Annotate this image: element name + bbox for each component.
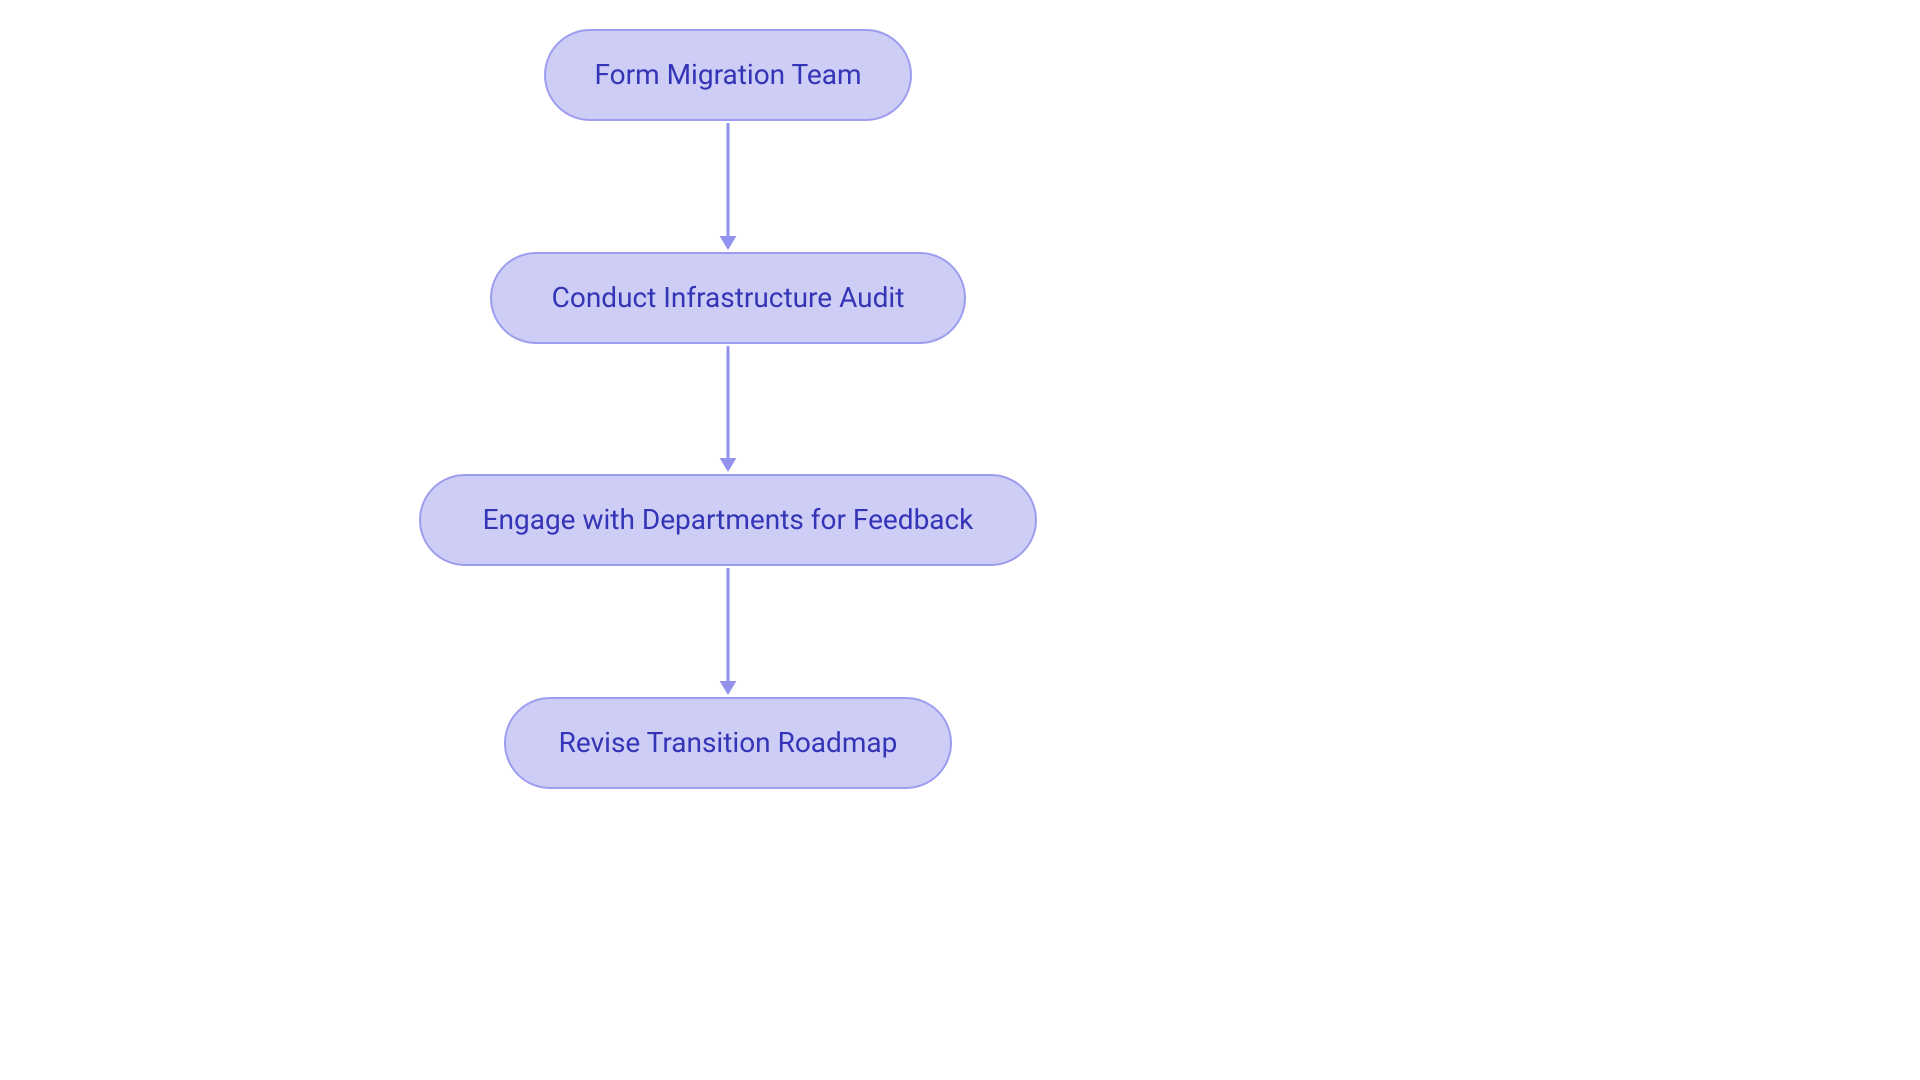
flow-node-n1: Form Migration Team [544, 29, 912, 121]
flow-node-label: Form Migration Team [594, 58, 861, 92]
flow-edge-n2-n3 [708, 346, 748, 474]
flow-node-label: Engage with Departments for Feedback [483, 503, 974, 537]
flow-node-n2: Conduct Infrastructure Audit [490, 252, 966, 344]
flow-edge-n3-n4 [708, 568, 748, 697]
flow-node-label: Revise Transition Roadmap [559, 726, 898, 760]
flow-node-label: Conduct Infrastructure Audit [552, 281, 905, 315]
flow-node-n3: Engage with Departments for Feedback [419, 474, 1037, 566]
flowchart-canvas: Form Migration Team Conduct Infrastructur… [0, 0, 1920, 1080]
flow-node-n4: Revise Transition Roadmap [504, 697, 952, 789]
flow-edge-n1-n2 [708, 123, 748, 252]
